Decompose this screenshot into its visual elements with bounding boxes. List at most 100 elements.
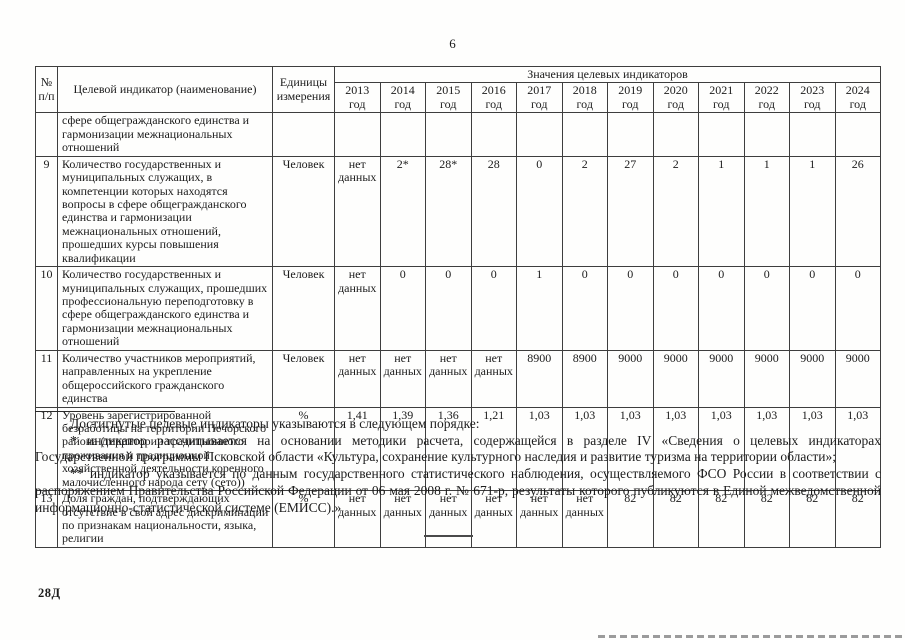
center-rule-line [424, 535, 473, 537]
table-row: 12 Уровень зарегистрированной безработицы… [35, 406, 882, 492]
cell-value: 0 [834, 266, 882, 351]
cell-value: нет данных [334, 349, 381, 408]
cell-value: 0 [652, 266, 699, 351]
cell-value: нет данных [334, 490, 381, 548]
cell-value: 82 [834, 490, 882, 548]
footnotes-block: Достигнутые целевые индикаторы указывают… [35, 411, 881, 516]
footnote-1: * индикатор рассчитывается на основании … [35, 432, 881, 465]
year-header-cell: 2018 год [561, 82, 608, 114]
year-header-cell: 2023 год [789, 82, 836, 114]
cell-value: 1 [516, 266, 563, 351]
page-number: 6 [449, 36, 456, 51]
cell-value [470, 112, 517, 157]
cell-value: 26 [834, 155, 882, 268]
cell-num [35, 112, 58, 157]
cell-value [698, 112, 745, 157]
cell-value: 1 [698, 155, 745, 268]
cell-num: 10 [35, 266, 58, 351]
cell-value: 9000 [698, 349, 745, 408]
doc-code: 28Д [38, 586, 61, 600]
cell-value: 28* [425, 155, 472, 268]
cell-value: 1,21 [470, 406, 517, 492]
cell-value [607, 112, 654, 157]
footnote-intro: Достигнутые целевые индикаторы указывают… [70, 416, 480, 431]
cell-value: 9000 [607, 349, 654, 408]
cell-value: 0 [561, 266, 608, 351]
col-header-indicator: Целевой индикатор (наименование) [57, 65, 273, 114]
cell-value: 82 [607, 490, 654, 548]
cell-indicator: Количество государственных и муниципальн… [57, 155, 273, 268]
table-row: сфере общегражданского единства и гармон… [35, 112, 882, 157]
scan-artifact-line [598, 635, 905, 638]
col-header-units: Единицы измерения [272, 65, 335, 114]
cell-indicator: сфере общегражданского единства и гармон… [57, 112, 273, 157]
cell-value [834, 112, 882, 157]
year-header-cell: 2019 год [607, 82, 654, 114]
cell-value: 0 [743, 266, 790, 351]
cell-value: 28 [470, 155, 517, 268]
year-header-cell: 2013 год [334, 82, 381, 114]
footnote-separator [35, 411, 175, 412]
cell-value: нет данных [470, 490, 517, 548]
cell-value [379, 112, 426, 157]
cell-value: 0 [470, 266, 517, 351]
cell-value: 8900 [516, 349, 563, 408]
cell-value: 27 [607, 155, 654, 268]
cell-value: нет данных [470, 349, 517, 408]
cell-indicator: Уровень зарегистрированной безработицы н… [57, 406, 273, 492]
cell-value: 1 [789, 155, 836, 268]
table-row: 9 Количество государственных и муниципаль… [35, 155, 882, 268]
year-header-cell: 2017 год [516, 82, 563, 114]
cell-value: 0 [425, 266, 472, 351]
cell-value [334, 112, 381, 157]
cell-value: 9000 [743, 349, 790, 408]
table-row: 13 Доля граждан, подтверждающих отсутстви… [35, 490, 882, 548]
cell-value: 0 [516, 155, 563, 268]
header-row-top: № п/п Целевой индикатор (наименование) Е… [35, 65, 882, 114]
cell-value: 1,03 [743, 406, 790, 492]
cell-value [743, 112, 790, 157]
table-header: № п/п Целевой индикатор (наименование) Е… [35, 65, 882, 114]
year-header-row: 2013 год 2014 год 2015 год 2016 год 2017 год… [36, 82, 882, 114]
cell-units: Человек [272, 266, 335, 351]
footnote-2: ** индикатор указывается по данным госуд… [35, 466, 881, 515]
table-row: 10 Количество государственных и муниципал… [35, 266, 882, 351]
cell-value: 1,41 [334, 406, 381, 492]
cell-value: нет данных [379, 490, 426, 548]
cell-value: 8900 [561, 349, 608, 408]
cell-value: 9000 [834, 349, 882, 408]
cell-value: 0 [789, 266, 836, 351]
cell-num: 9 [35, 155, 58, 268]
cell-value: 9000 [789, 349, 836, 408]
cell-value: нет данных [561, 490, 608, 548]
cell-value: 2* [379, 155, 426, 268]
cell-value: 0 [607, 266, 654, 351]
year-header-cell: 2022 год [743, 82, 790, 114]
cell-units: Человек [272, 155, 335, 268]
cell-value: нет данных [425, 349, 472, 408]
year-header-cell: 2014 год [379, 82, 426, 114]
cell-value: нет данных [516, 490, 563, 548]
cell-value: 9000 [652, 349, 699, 408]
col-header-num: № п/п [35, 65, 58, 114]
cell-value: 2 [652, 155, 699, 268]
col-header-values-group: Значения целевых индикаторов [333, 65, 882, 84]
year-header-cell: 2015 год [425, 82, 472, 114]
table-body: сфере общегражданского единства и гармон… [35, 112, 882, 548]
cell-indicator: Количество государственных и муниципальн… [57, 266, 273, 351]
cell-value: нет данных [379, 349, 426, 408]
cell-value [789, 112, 836, 157]
cell-value: 1 [743, 155, 790, 268]
cell-value: нет данных [334, 155, 381, 268]
cell-value: 0 [379, 266, 426, 351]
indicators-table: № п/п Целевой индикатор (наименование) Е… [35, 65, 882, 548]
cell-value: нет данных [334, 266, 381, 351]
cell-value: нет данных [425, 490, 472, 548]
cell-units [272, 112, 335, 157]
cell-indicator: Количество участников мероприятий, напра… [57, 349, 273, 408]
cell-units: % [272, 490, 335, 548]
table-row: 11 Количество участников мероприятий, нап… [35, 349, 882, 408]
cell-value [516, 112, 563, 157]
cell-indicator: Доля граждан, подтверждающих отсутствие … [57, 490, 273, 548]
cell-value [425, 112, 472, 157]
